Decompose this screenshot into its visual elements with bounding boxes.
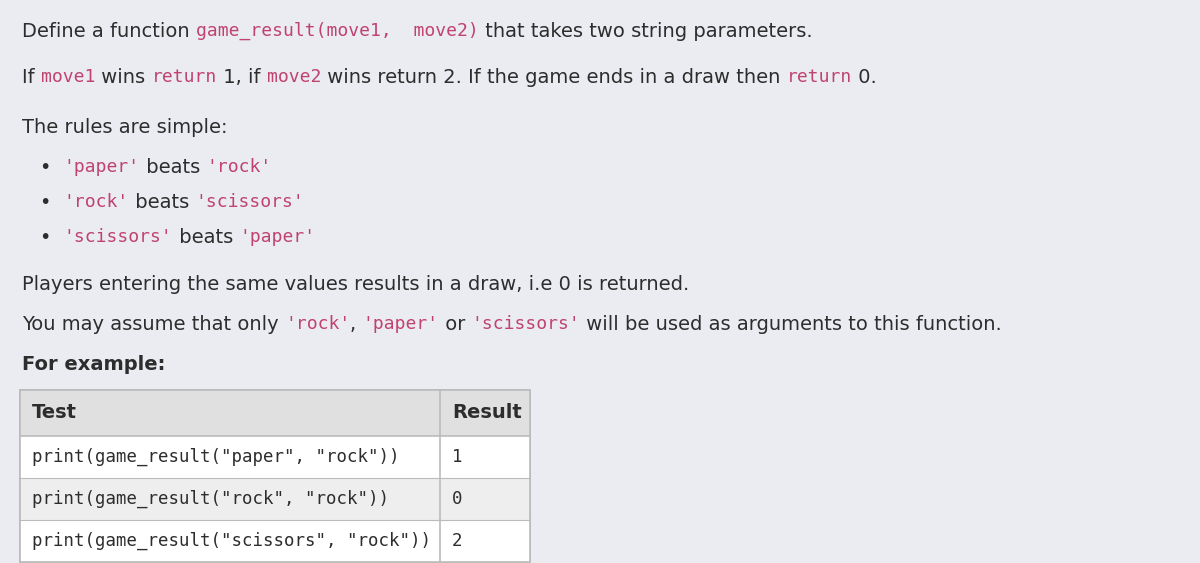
Text: 0.: 0.: [852, 68, 877, 87]
Bar: [20, 478, 530, 520]
Text: 2: 2: [452, 532, 462, 550]
Text: For example:: For example:: [22, 355, 166, 374]
Text: 'paper': 'paper': [362, 315, 439, 333]
Text: 'paper': 'paper': [64, 158, 140, 176]
Text: print(game_result("rock", "rock")): print(game_result("rock", "rock")): [32, 490, 389, 508]
Text: return: return: [151, 68, 217, 86]
Text: will be used as arguments to this function.: will be used as arguments to this functi…: [580, 315, 1002, 334]
Text: or: or: [439, 315, 472, 334]
Text: 'scissors': 'scissors': [64, 228, 173, 246]
Text: game_result(move1,  move2): game_result(move1, move2): [196, 22, 479, 41]
Text: print(game_result("paper", "rock")): print(game_result("paper", "rock")): [32, 448, 400, 466]
Text: 1, if: 1, if: [217, 68, 266, 87]
Text: beats: beats: [130, 193, 196, 212]
Text: return: return: [787, 68, 852, 86]
Bar: [20, 390, 530, 436]
Text: 0: 0: [452, 490, 462, 508]
Text: wins return 2. If the game ends in a draw then: wins return 2. If the game ends in a dra…: [322, 68, 787, 87]
Text: move1: move1: [41, 68, 95, 86]
Bar: [20, 390, 530, 562]
Text: 'rock': 'rock': [284, 315, 350, 333]
Text: beats: beats: [140, 158, 206, 177]
Text: You may assume that only: You may assume that only: [22, 315, 284, 334]
Text: ,: ,: [350, 315, 362, 334]
Text: Define a function: Define a function: [22, 22, 196, 41]
Text: 'paper': 'paper': [239, 228, 316, 246]
Text: If: If: [22, 68, 41, 87]
Bar: [20, 520, 530, 562]
Text: 1: 1: [452, 448, 462, 466]
Bar: [20, 436, 530, 478]
Text: beats: beats: [173, 228, 239, 247]
Text: Test: Test: [32, 404, 77, 422]
Text: 'scissors': 'scissors': [472, 315, 580, 333]
Text: Result: Result: [452, 404, 522, 422]
Text: •: •: [40, 158, 64, 177]
Text: print(game_result("scissors", "rock")): print(game_result("scissors", "rock")): [32, 532, 431, 550]
Text: 'rock': 'rock': [64, 193, 130, 211]
Bar: [20, 390, 530, 562]
Text: 'scissors': 'scissors': [196, 193, 305, 211]
Text: •: •: [40, 228, 64, 247]
Text: wins: wins: [95, 68, 151, 87]
Text: 'rock': 'rock': [206, 158, 271, 176]
Text: •: •: [40, 193, 64, 212]
Text: Players entering the same values results in a draw, i.e 0 is returned.: Players entering the same values results…: [22, 275, 689, 294]
Text: that takes two string parameters.: that takes two string parameters.: [479, 22, 812, 41]
Text: move2: move2: [266, 68, 322, 86]
Text: The rules are simple:: The rules are simple:: [22, 118, 228, 137]
